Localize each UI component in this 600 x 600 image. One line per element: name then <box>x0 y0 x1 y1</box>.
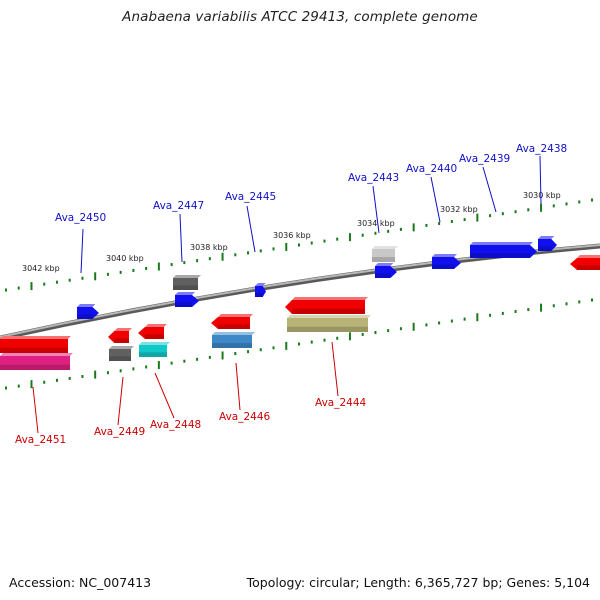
gene-label-bottom: Ava_2446 <box>219 411 271 423</box>
kbp-label: 3036 kbp <box>273 231 311 240</box>
gene-box-ava-2451-b <box>0 353 73 370</box>
gene-label-top: Ava_2439 <box>459 153 510 165</box>
kbp-label: 3038 kbp <box>190 243 228 252</box>
leader-line-bottom <box>154 372 175 419</box>
gene-box-bottom-red-1 <box>108 328 132 343</box>
gene-box-bottom-red-3 <box>211 314 253 329</box>
gene-box-top-lightgray <box>372 246 398 262</box>
gene-label-bottom: Ava_2449 <box>94 426 145 438</box>
gene-box-right-red <box>570 255 600 270</box>
gene-label-bottom: Ava_2444 <box>315 397 367 409</box>
gene-features <box>0 236 600 370</box>
leader-line-top <box>246 205 256 253</box>
genome-summary: Topology: circular; Length: 6,365,727 bp… <box>246 575 590 590</box>
gene-label-top: Ava_2440 <box>406 163 457 175</box>
kbp-label: 3042 kbp <box>22 264 60 273</box>
gene-box-top-gray <box>173 275 201 290</box>
leader-line-top <box>372 185 380 234</box>
gene-label-bottom: Ava_2448 <box>150 419 201 431</box>
page-title: Anabaena variabilis ATCC 29413, complete… <box>122 9 478 25</box>
gene-labels: 3042 kbp 3040 kbp 3038 kbp 3036 kbp 3034 kbp… <box>15 143 567 446</box>
accession-text: Accession: NC_007413 <box>9 575 152 590</box>
gene-box-ava-2450 <box>77 304 99 319</box>
gene-box-ava-2443 <box>375 263 397 278</box>
leader-line-top <box>179 213 183 263</box>
gene-box-top-blue <box>175 292 199 307</box>
gene-box-ava-2445 <box>255 283 266 297</box>
gene-box-ava-2444 <box>287 315 371 332</box>
gene-label-top: Ava_2450 <box>55 212 106 224</box>
leader-line-top <box>430 176 441 223</box>
gene-box-ava-2446 <box>212 332 255 348</box>
gene-box-ava-2449 <box>109 346 134 361</box>
gene-label-top: Ava_2447 <box>153 200 204 212</box>
kbp-label: 3032 kbp <box>440 205 478 214</box>
leader-line-top <box>80 228 84 274</box>
gene-box-ava-2439 <box>470 242 537 258</box>
tick-track-bottom <box>5 298 593 390</box>
leader-line-top <box>539 155 542 205</box>
gene-label-top: Ava_2445 <box>225 191 276 203</box>
leader-line-bottom <box>331 341 339 397</box>
gene-label-bottom: Ava_2451 <box>15 434 66 446</box>
kbp-label: 3030 kbp <box>523 191 561 200</box>
kbp-label: 3040 kbp <box>106 254 144 263</box>
gene-box-ava-2438 <box>538 236 557 251</box>
gene-box-ava-2451 <box>0 336 71 353</box>
kbp-label: 3034 kbp <box>357 219 395 228</box>
gene-box-ava-2448 <box>139 342 170 357</box>
leader-line-bottom <box>117 376 124 426</box>
gene-box-bottom-red-2 <box>138 324 167 339</box>
gene-box-ava-2440 <box>432 254 461 269</box>
leader-line-bottom <box>32 386 39 434</box>
leader-line-top <box>482 166 497 213</box>
gene-label-top: Ava_2438 <box>516 143 567 155</box>
leader-line-bottom <box>235 362 241 411</box>
gene-box-bottom-red-4 <box>285 297 368 314</box>
gene-label-top: Ava_2443 <box>348 172 399 184</box>
tick-track-top <box>5 198 593 292</box>
